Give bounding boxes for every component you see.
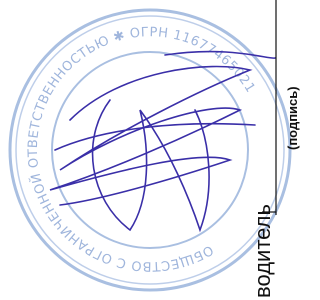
signature-stroke xyxy=(50,67,250,205)
signature-caption: (подпись) xyxy=(285,86,300,150)
page: ОБЩЕСТВО С ОГРАНИЧЕННОЙ ОТВЕТСТВЕННОСТЬЮ… xyxy=(0,0,320,300)
stamp: ОБЩЕСТВО С ОГРАНИЧЕННОЙ ОТВЕТСТВЕННОСТЬЮ… xyxy=(10,10,290,290)
stamp-inner-ring xyxy=(52,52,248,248)
stamp-ring-text: ОБЩЕСТВО С ОГРАНИЧЕННОЙ ОТВЕТСТВЕННОСТЬЮ… xyxy=(26,25,258,273)
signature-stroke xyxy=(55,124,255,150)
role-label: водитель xyxy=(250,204,275,298)
stamp-ring-text: ОБЩЕСТВО С ОГРАНИЧЕННОЙ ОТВЕТСТВЕННОСТЬЮ… xyxy=(26,25,258,273)
document-fragment: ОБЩЕСТВО С ОГРАНИЧЕННОЙ ОТВЕТСТВЕННОСТЬЮ… xyxy=(0,0,303,300)
